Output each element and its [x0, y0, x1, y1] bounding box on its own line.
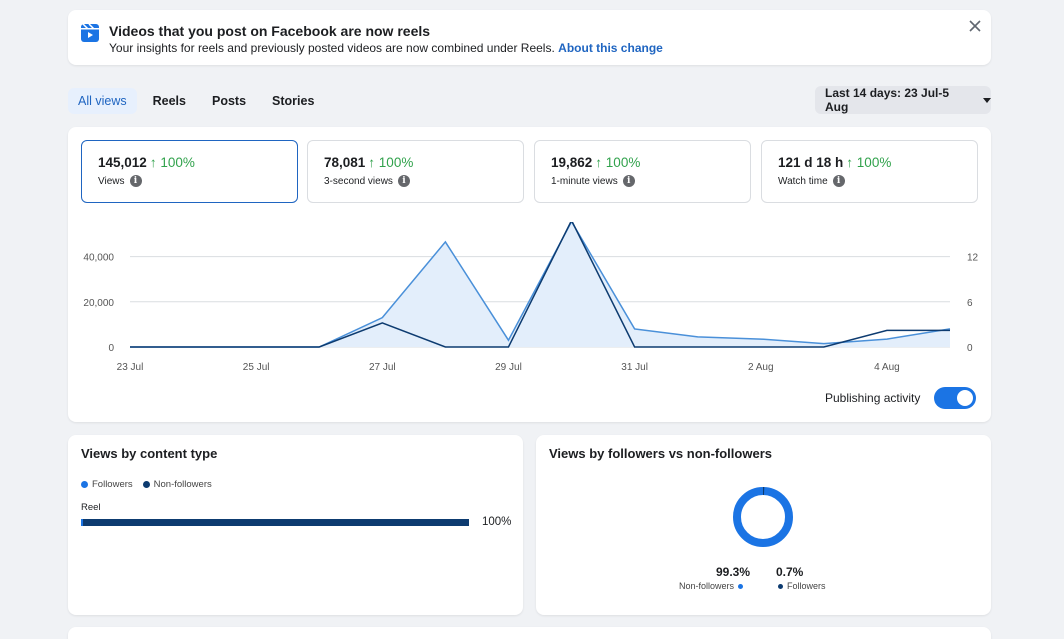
non-followers-dot-icon — [738, 583, 744, 589]
toggle-knob — [957, 390, 974, 406]
metric-value-text: 121 d 18 h — [778, 155, 844, 170]
metric-label-text: 3-second views — [324, 175, 393, 187]
views-overview-card: 145,012 ↑ 100% Views i 78,081 ↑ 100% 3-second … — [68, 127, 991, 422]
reel-row-label: Reel — [81, 502, 101, 513]
metric-change: ↑ 100% — [368, 155, 414, 170]
x-tick-label: 31 Jul — [621, 362, 648, 373]
views-line-chart: 0 20,000 40,000 0 6 12 23 Jul 25 Jul 27 Jul 29 Ju… — [83, 222, 979, 373]
legend-non-followers-label: Non-followers — [153, 479, 212, 490]
followers-dot-icon — [778, 583, 783, 589]
metric-card-1-minute-views[interactable]: 19,862 ↑ 100% 1-minute views i — [534, 140, 751, 203]
info-icon[interactable]: i — [129, 175, 142, 187]
reels-icon — [81, 23, 99, 42]
reel-bar-followers-segment — [81, 519, 83, 526]
y-right-tick-label: 12 — [967, 253, 979, 264]
legend-followers: Followers — [81, 479, 133, 490]
metric-label-text: 1-minute views — [551, 175, 618, 187]
non-followers-percent: 99.3% — [716, 565, 751, 579]
followers-percent: 0.7% — [776, 565, 804, 579]
metric-label: Watch time i — [778, 175, 845, 187]
content-type-title: Views by content type — [81, 446, 218, 461]
x-tick-label: 27 Jul — [369, 362, 396, 373]
reels-info-banner: Videos that you post on Facebook are now… — [68, 10, 991, 65]
tab-posts[interactable]: Posts — [211, 94, 247, 108]
followers-legend-label: Followers — [787, 581, 826, 591]
caret-down-icon — [983, 97, 991, 103]
x-tick-label: 23 Jul — [117, 362, 144, 373]
metric-label-text: Watch time — [778, 175, 828, 187]
metric-card-watch-time[interactable]: 121 d 18 h ↑ 100% Watch time i — [761, 140, 978, 203]
y-right-tick-label: 6 — [967, 298, 973, 309]
metric-change: ↑ 100% — [595, 155, 641, 170]
publishing-activity-row: Publishing activity — [825, 387, 977, 409]
metric-value-text: 19,862 — [551, 155, 593, 170]
y-left-tick-label: 20,000 — [83, 298, 114, 309]
x-tick-label: 25 Jul — [243, 362, 270, 373]
info-icon[interactable]: i — [622, 175, 635, 187]
publishing-activity-label: Publishing activity — [825, 391, 921, 405]
next-card — [68, 627, 991, 639]
views-by-followers-card: Views by followers vs non-followers 99.3… — [536, 435, 991, 615]
date-range-label: Last 14 days: 23 Jul-5 Aug — [825, 86, 950, 114]
metric-change: ↑ 100% — [149, 155, 195, 170]
metric-label: Views i — [98, 175, 142, 187]
donut-followers-arc — [733, 487, 793, 547]
banner-subtitle-text: Your insights for reels and previously p… — [109, 41, 555, 55]
legend-non-followers: Non-followers — [142, 479, 212, 490]
y-left-tick-label: 40,000 — [83, 253, 114, 264]
non-followers-dot-icon — [142, 481, 150, 488]
views-by-content-type-card: Views by content type Followers Non-foll… — [68, 435, 523, 615]
donut-non-followers-arc — [733, 487, 793, 547]
x-tick-label: 29 Jul — [495, 362, 522, 373]
date-range-selector[interactable]: Last 14 days: 23 Jul-5 Aug — [815, 86, 991, 114]
metric-change: ↑ 100% — [846, 155, 892, 170]
followers-donut-chart — [733, 487, 793, 547]
metric-label: 3-second views i — [324, 175, 410, 187]
y-left-tick-label: 0 — [108, 343, 114, 354]
content-type-legend: Followers Non-followers — [81, 479, 212, 490]
info-icon[interactable]: i — [832, 175, 845, 187]
banner-subtitle: Your insights for reels and previously p… — [109, 41, 663, 55]
metric-value: 145,012 ↑ 100% — [98, 155, 195, 170]
metric-label-text: Views — [98, 175, 125, 187]
followers-legend: Followers — [778, 581, 826, 591]
y-right-tick-label: 0 — [967, 343, 973, 354]
metric-card-views[interactable]: 145,012 ↑ 100% Views i — [81, 140, 298, 203]
metric-label: 1-minute views i — [551, 175, 635, 187]
metric-value: 78,081 ↑ 100% — [324, 155, 413, 170]
x-tick-label: 2 Aug — [748, 362, 774, 373]
reel-percent: 100% — [482, 516, 512, 528]
metric-value-text: 78,081 — [324, 155, 366, 170]
metric-value: 19,862 ↑ 100% — [551, 155, 640, 170]
banner-title: Videos that you post on Facebook are now… — [109, 23, 431, 39]
reel-bar — [81, 519, 469, 526]
tab-stories[interactable]: Stories — [272, 94, 315, 108]
non-followers-legend: Non-followers — [679, 581, 744, 591]
legend-followers-label: Followers — [92, 479, 133, 490]
info-icon[interactable]: i — [397, 175, 410, 187]
metric-value-text: 145,012 — [98, 155, 147, 170]
non-followers-legend-label: Non-followers — [679, 581, 735, 591]
publishing-series-line — [130, 222, 950, 348]
followers-dot-icon — [81, 481, 88, 488]
metric-card-3-second-views[interactable]: 78,081 ↑ 100% 3-second views i — [307, 140, 524, 203]
close-icon[interactable] — [967, 18, 983, 34]
about-this-change-link[interactable]: About this change — [558, 41, 663, 55]
tab-all-views[interactable]: All views — [68, 88, 137, 114]
view-tabs: All views Reels Posts Stories — [68, 88, 324, 114]
publishing-activity-toggle[interactable] — [934, 387, 977, 409]
followers-split-title: Views by followers vs non-followers — [549, 446, 772, 461]
x-tick-label: 4 Aug — [874, 362, 900, 373]
metric-value: 121 d 18 h ↑ 100% — [778, 155, 891, 170]
tab-reels[interactable]: Reels — [152, 94, 186, 108]
